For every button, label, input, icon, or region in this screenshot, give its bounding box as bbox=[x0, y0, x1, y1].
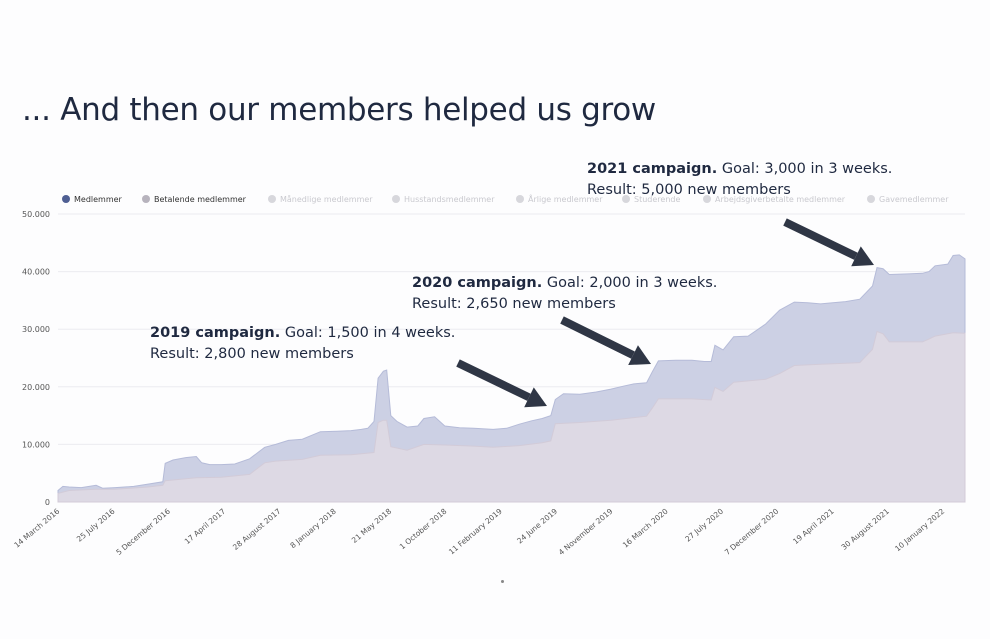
x-tick-label: 21 May 2018 bbox=[350, 506, 393, 544]
x-tick-label: 7 December 2020 bbox=[723, 506, 781, 556]
x-tick-label: 11 February 2019 bbox=[447, 506, 504, 556]
legend-item[interactable]: Betalende medlemmer bbox=[142, 195, 247, 204]
legend-item[interactable]: Årlige medlemmer bbox=[516, 193, 603, 204]
x-tick-label: 25 July 2016 bbox=[75, 506, 117, 543]
annotation-2019-campaign: 2019 campaign. Goal: 1,500 in 4 weeks. R… bbox=[150, 323, 455, 365]
legend-label: Medlemmer bbox=[74, 195, 123, 204]
legend-item[interactable]: Husstandsmedlemmer bbox=[392, 195, 495, 204]
y-tick-label: 10.000 bbox=[22, 440, 50, 449]
annotation-2019-title: 2019 campaign. bbox=[150, 325, 281, 341]
x-tick-label: 5 December 2016 bbox=[114, 506, 172, 556]
campaign-arrows bbox=[456, 218, 874, 408]
legend-marker bbox=[867, 195, 875, 203]
x-tick-label: 14 March 2016 bbox=[12, 506, 61, 549]
legend-marker bbox=[392, 195, 400, 203]
legend-label: Månedlige medlemmer bbox=[280, 194, 373, 204]
annotation-2021-result: Result: 5,000 new members bbox=[587, 182, 791, 198]
legend-label: Gavemedlemmer bbox=[879, 195, 949, 204]
area-betalende-medlemmer bbox=[57, 330, 966, 503]
legend-marker bbox=[703, 195, 711, 203]
legend-item[interactable]: Månedlige medlemmer bbox=[268, 194, 373, 204]
arrow-2021-campaign bbox=[783, 218, 874, 267]
x-tick-label: 16 March 2020 bbox=[621, 506, 670, 549]
legend-label: Årlige medlemmer bbox=[528, 193, 603, 204]
legend-item[interactable]: Medlemmer bbox=[62, 195, 123, 204]
x-tick-label: 4 November 2019 bbox=[557, 506, 615, 557]
y-tick-label: 0 bbox=[45, 498, 50, 507]
arrow-2020-campaign bbox=[560, 316, 651, 365]
legend-item[interactable]: Gavemedlemmer bbox=[867, 195, 949, 204]
annotation-2020-goal: Goal: 2,000 in 3 weeks. bbox=[542, 275, 718, 291]
legend-marker bbox=[62, 195, 70, 203]
slide-title: ... And then our members helped us grow bbox=[22, 92, 656, 128]
annotation-2019-goal: Goal: 1,500 in 4 weeks. bbox=[280, 325, 456, 341]
x-tick-label: 27 July 2020 bbox=[683, 506, 725, 543]
legend-marker bbox=[268, 195, 276, 203]
legend-marker bbox=[516, 195, 524, 203]
x-tick-label: 8 January 2018 bbox=[288, 506, 338, 550]
x-tick-label: 19 April 2021 bbox=[791, 506, 836, 546]
annotation-2020-title: 2020 campaign. bbox=[412, 275, 543, 291]
decorative-dot bbox=[501, 580, 504, 583]
x-tick-label: 10 January 2022 bbox=[893, 506, 946, 553]
x-tick-label: 17 April 2017 bbox=[183, 506, 228, 546]
arrow-2019-campaign bbox=[456, 359, 547, 408]
chart-legend: Medlemmer Betalende medlemmer Månedlige me… bbox=[62, 193, 949, 204]
x-tick-label: 30 August 2021 bbox=[839, 506, 891, 551]
y-tick-label: 40.000 bbox=[22, 268, 50, 277]
x-tick-label: 24 June 2019 bbox=[515, 506, 559, 545]
annotation-2020-campaign: 2020 campaign. Goal: 2,000 in 3 weeks. R… bbox=[412, 273, 717, 315]
annotation-2021-goal: Goal: 3,000 in 3 weeks. bbox=[717, 161, 893, 177]
annotation-2020-result: Result: 2,650 new members bbox=[412, 296, 616, 312]
y-tick-label: 30.000 bbox=[22, 325, 50, 334]
legend-label: Arbejdsgiverbetalte medlemmer bbox=[715, 195, 846, 204]
annotation-2019-result: Result: 2,800 new members bbox=[150, 346, 354, 362]
annotation-2021-title: 2021 campaign. bbox=[587, 161, 718, 177]
legend-label: Husstandsmedlemmer bbox=[404, 195, 495, 204]
legend-label: Betalende medlemmer bbox=[154, 195, 247, 204]
legend-marker bbox=[142, 195, 150, 203]
legend-item[interactable]: Studerende bbox=[622, 195, 680, 204]
legend-label: Studerende bbox=[634, 195, 680, 204]
legend-marker bbox=[622, 195, 630, 203]
x-tick-label: 1 October 2018 bbox=[398, 507, 449, 552]
x-tick-label: 28 August 2017 bbox=[231, 506, 283, 551]
legend-item[interactable]: Arbejdsgiverbetalte medlemmer bbox=[703, 195, 846, 204]
annotation-2021-campaign: 2021 campaign. Goal: 3,000 in 3 weeks. R… bbox=[587, 159, 892, 201]
y-tick-label: 20.000 bbox=[22, 383, 50, 392]
chart-areas bbox=[57, 254, 966, 503]
y-tick-label: 50.000 bbox=[22, 210, 50, 219]
